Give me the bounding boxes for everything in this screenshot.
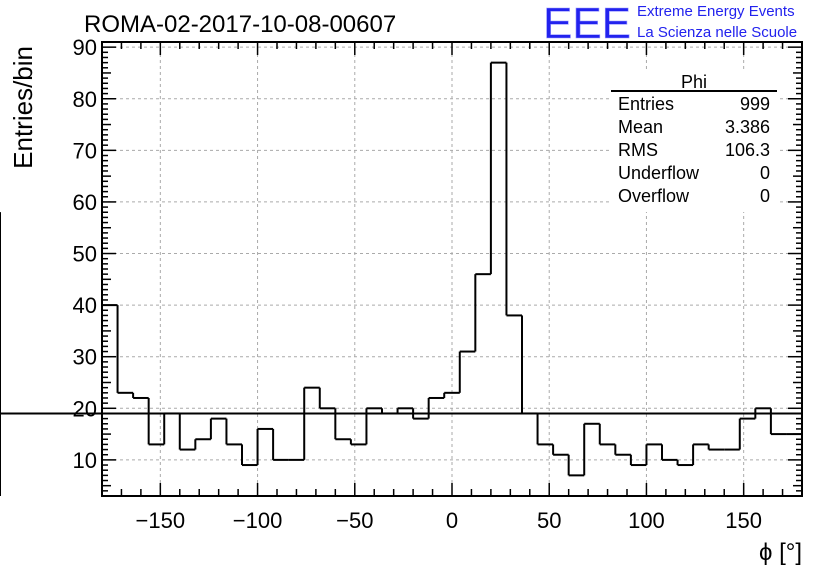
y-tick-label: 70 bbox=[73, 138, 97, 163]
x-tick-label: 150 bbox=[725, 508, 762, 533]
stats-row-label: RMS bbox=[618, 140, 658, 160]
y-tick-label: 40 bbox=[73, 293, 97, 318]
stats-row-value: 0 bbox=[760, 163, 770, 183]
y-tick-label: 10 bbox=[73, 448, 97, 473]
stats-row-label: Overflow bbox=[618, 186, 690, 206]
x-tick-label: 0 bbox=[446, 508, 458, 533]
eee-logo: EEE bbox=[543, 0, 632, 48]
stats-row-label: Underflow bbox=[618, 163, 700, 183]
stats-box bbox=[611, 72, 779, 212]
eee-logo-line1: Extreme Energy Events bbox=[637, 3, 795, 20]
stats-row-label: Mean bbox=[618, 117, 663, 137]
stats-box-title: Phi bbox=[681, 72, 707, 92]
y-tick-label: 20 bbox=[73, 396, 97, 421]
stats-row-label: Entries bbox=[618, 94, 674, 114]
x-tick-label: −100 bbox=[233, 508, 283, 533]
y-tick-label: 30 bbox=[73, 345, 97, 370]
eee-logo-mark: EEE bbox=[543, 0, 632, 48]
y-tick-label: 80 bbox=[73, 87, 97, 112]
stats-row-value: 999 bbox=[740, 94, 770, 114]
stats-row-value: 106.3 bbox=[725, 140, 770, 160]
eee-logo-line2: La Scienza nelle Scuole bbox=[637, 24, 798, 41]
x-tick-label: −150 bbox=[136, 508, 186, 533]
y-tick-label: 60 bbox=[73, 190, 97, 215]
chart-title: ROMA-02-2017-10-08-00607 bbox=[84, 11, 396, 38]
x-tick-label: 50 bbox=[537, 508, 561, 533]
x-axis-label: ϕ [°] bbox=[759, 539, 802, 566]
x-tick-label: −50 bbox=[336, 508, 373, 533]
stats-row-value: 3.386 bbox=[725, 117, 770, 137]
y-tick-label: 50 bbox=[73, 242, 97, 267]
eee-logo-text: EEE bbox=[543, 2, 631, 42]
y-axis-label: Entries/bin bbox=[8, 46, 38, 169]
stats-row-value: 0 bbox=[760, 186, 770, 206]
x-tick-label: 100 bbox=[628, 508, 665, 533]
y-tick-label: 90 bbox=[73, 35, 97, 60]
